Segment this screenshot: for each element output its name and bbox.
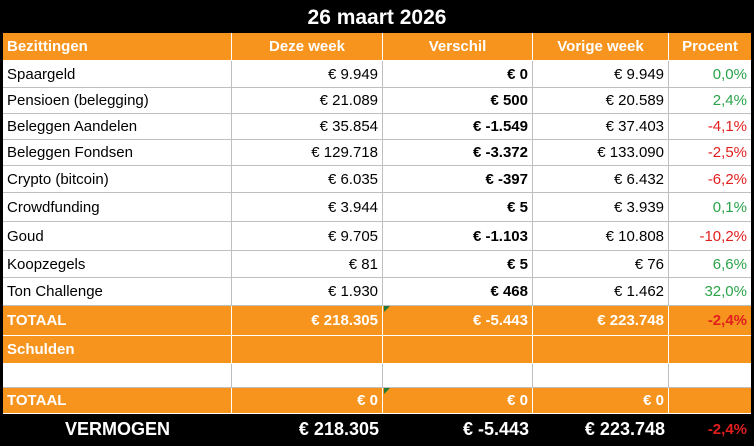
asset-pct[interactable]: 0,1%: [669, 193, 751, 222]
table-row: Beleggen Aandelen € 35.854 € -1.549 € 37.40…: [3, 114, 751, 140]
table-row: Ton Challenge € 1.930 € 468 € 1.462 32,0%: [3, 278, 751, 306]
asset-last-week[interactable]: € 76: [533, 251, 669, 278]
vermogen-row: VERMOGEN € 218.305 € -5.443 € 223.748 -2…: [3, 414, 751, 444]
asset-this-week[interactable]: € 3.944: [232, 193, 383, 222]
asset-name[interactable]: Crypto (bitcoin): [3, 166, 232, 193]
totaal-assets-row: TOTAAL € 218.305 € -5.443 € 223.748 -2,4…: [3, 306, 751, 336]
blank-cell[interactable]: [533, 364, 669, 388]
vermogen-diff[interactable]: € -5.443: [383, 414, 533, 444]
totaal-debts-last-week[interactable]: € 0: [533, 388, 669, 414]
asset-pct[interactable]: 0,0%: [669, 61, 751, 88]
schulden-this-week[interactable]: [232, 336, 383, 364]
asset-this-week[interactable]: € 81: [232, 251, 383, 278]
cell-comment-marker: [384, 388, 390, 394]
totaal-debts-diff[interactable]: € 0: [383, 388, 533, 414]
asset-name[interactable]: Crowdfunding: [3, 193, 232, 222]
totaal-last-week[interactable]: € 223.748: [533, 306, 669, 336]
schulden-diff[interactable]: [383, 336, 533, 364]
asset-diff[interactable]: € -1.549: [383, 114, 533, 140]
asset-pct[interactable]: 32,0%: [669, 278, 751, 306]
header-vorige-week[interactable]: Vorige week: [533, 33, 669, 61]
asset-pct[interactable]: -4,1%: [669, 114, 751, 140]
asset-diff[interactable]: € -1.103: [383, 222, 533, 251]
blank-row: [3, 364, 751, 388]
asset-diff[interactable]: € -3.372: [383, 140, 533, 166]
asset-diff[interactable]: € 468: [383, 278, 533, 306]
table-row: Crowdfunding € 3.944 € 5 € 3.939 0,1%: [3, 193, 751, 222]
totaal-debts-row: TOTAAL € 0 € 0 € 0: [3, 388, 751, 414]
asset-name[interactable]: Ton Challenge: [3, 278, 232, 306]
asset-this-week[interactable]: € 21.089: [232, 88, 383, 114]
asset-pct[interactable]: 2,4%: [669, 88, 751, 114]
asset-last-week[interactable]: € 37.403: [533, 114, 669, 140]
asset-pct[interactable]: 6,6%: [669, 251, 751, 278]
blank-cell[interactable]: [3, 364, 232, 388]
asset-last-week[interactable]: € 1.462: [533, 278, 669, 306]
schulden-pct[interactable]: [669, 336, 751, 364]
sheet-title: 26 maart 2026: [3, 3, 751, 33]
table-row: Goud € 9.705 € -1.103 € 10.808 -10,2%: [3, 222, 751, 251]
asset-last-week[interactable]: € 6.432: [533, 166, 669, 193]
vermogen-label[interactable]: VERMOGEN: [3, 414, 232, 444]
asset-this-week[interactable]: € 6.035: [232, 166, 383, 193]
asset-diff[interactable]: € 500: [383, 88, 533, 114]
asset-this-week[interactable]: € 129.718: [232, 140, 383, 166]
totaal-label[interactable]: TOTAAL: [3, 306, 232, 336]
asset-this-week[interactable]: € 9.705: [232, 222, 383, 251]
asset-pct[interactable]: -10,2%: [669, 222, 751, 251]
vermogen-this-week[interactable]: € 218.305: [232, 414, 383, 444]
asset-diff[interactable]: € -397: [383, 166, 533, 193]
vermogen-last-week[interactable]: € 223.748: [533, 414, 669, 444]
asset-name[interactable]: Spaargeld: [3, 61, 232, 88]
header-bezittingen[interactable]: Bezittingen: [3, 33, 232, 61]
totaal-pct[interactable]: -2,4%: [669, 306, 751, 336]
table-row: Pensioen (belegging) € 21.089 € 500 € 20.58…: [3, 88, 751, 114]
schulden-label[interactable]: Schulden: [3, 336, 232, 364]
totaal-diff[interactable]: € -5.443: [383, 306, 533, 336]
table-row: Beleggen Fondsen € 129.718 € -3.372 € 133.0…: [3, 140, 751, 166]
table-row: Spaargeld € 9.949 € 0 € 9.949 0,0%: [3, 61, 751, 88]
asset-this-week[interactable]: € 9.949: [232, 61, 383, 88]
asset-last-week[interactable]: € 10.808: [533, 222, 669, 251]
blank-cell[interactable]: [383, 364, 533, 388]
asset-name[interactable]: Beleggen Aandelen: [3, 114, 232, 140]
header-row: Bezittingen Deze week Verschil Vorige we…: [3, 33, 751, 61]
header-verschil[interactable]: Verschil: [383, 33, 533, 61]
asset-last-week[interactable]: € 20.589: [533, 88, 669, 114]
header-procent[interactable]: Procent: [669, 33, 751, 61]
asset-pct[interactable]: -6,2%: [669, 166, 751, 193]
asset-this-week[interactable]: € 1.930: [232, 278, 383, 306]
asset-last-week[interactable]: € 3.939: [533, 193, 669, 222]
header-deze-week[interactable]: Deze week: [232, 33, 383, 61]
totaal-debts-label[interactable]: TOTAAL: [3, 388, 232, 414]
schulden-row: Schulden: [3, 336, 751, 364]
table-row: Crypto (bitcoin) € 6.035 € -397 € 6.432 -6,2…: [3, 166, 751, 193]
asset-name[interactable]: Pensioen (belegging): [3, 88, 232, 114]
blank-cell[interactable]: [669, 364, 751, 388]
asset-name[interactable]: Goud: [3, 222, 232, 251]
asset-this-week[interactable]: € 35.854: [232, 114, 383, 140]
asset-diff[interactable]: € 0: [383, 61, 533, 88]
totaal-this-week[interactable]: € 218.305: [232, 306, 383, 336]
asset-name[interactable]: Beleggen Fondsen: [3, 140, 232, 166]
schulden-last-week[interactable]: [533, 336, 669, 364]
asset-last-week[interactable]: € 133.090: [533, 140, 669, 166]
cell-comment-marker: [384, 306, 390, 312]
asset-diff[interactable]: € 5: [383, 251, 533, 278]
totaal-debts-pct[interactable]: [669, 388, 751, 414]
vermogen-pct[interactable]: -2,4%: [669, 414, 751, 444]
asset-pct[interactable]: -2,5%: [669, 140, 751, 166]
totaal-debts-this-week[interactable]: € 0: [232, 388, 383, 414]
asset-name[interactable]: Koopzegels: [3, 251, 232, 278]
table-row: Koopzegels € 81 € 5 € 76 6,6%: [3, 251, 751, 278]
asset-diff[interactable]: € 5: [383, 193, 533, 222]
asset-last-week[interactable]: € 9.949: [533, 61, 669, 88]
blank-cell[interactable]: [232, 364, 383, 388]
